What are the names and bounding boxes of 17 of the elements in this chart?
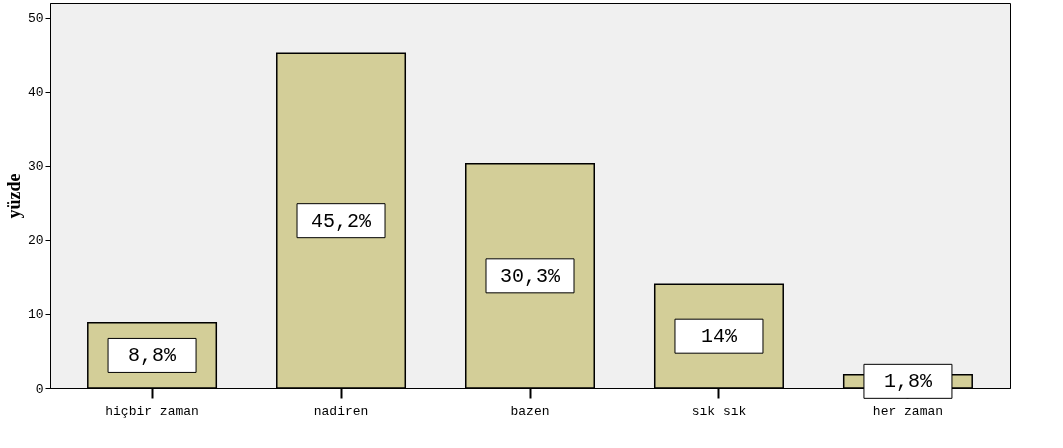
y-tick-label: 20 bbox=[27, 233, 44, 249]
y-tick-label: 30 bbox=[27, 159, 44, 175]
x-tick-label: bazen bbox=[510, 403, 550, 419]
data-label: 8,8% bbox=[128, 344, 178, 368]
x-tick-label: her zaman bbox=[872, 403, 944, 419]
data-label: 45,2% bbox=[311, 209, 373, 233]
data-label: 14% bbox=[700, 325, 738, 349]
y-tick-label: 50 bbox=[27, 11, 44, 27]
y-tick-label: 0 bbox=[35, 381, 44, 397]
data-label: 30,3% bbox=[499, 264, 561, 288]
y-axis-title: yüzde bbox=[3, 173, 24, 219]
x-tick-label: sık sık bbox=[691, 403, 747, 419]
x-tick-label: hiçbir zaman bbox=[105, 403, 199, 419]
y-tick-label: 10 bbox=[27, 307, 44, 323]
y-tick-label: 40 bbox=[27, 85, 44, 101]
data-label: 1,8% bbox=[883, 370, 933, 394]
x-tick-label: nadiren bbox=[313, 403, 369, 419]
